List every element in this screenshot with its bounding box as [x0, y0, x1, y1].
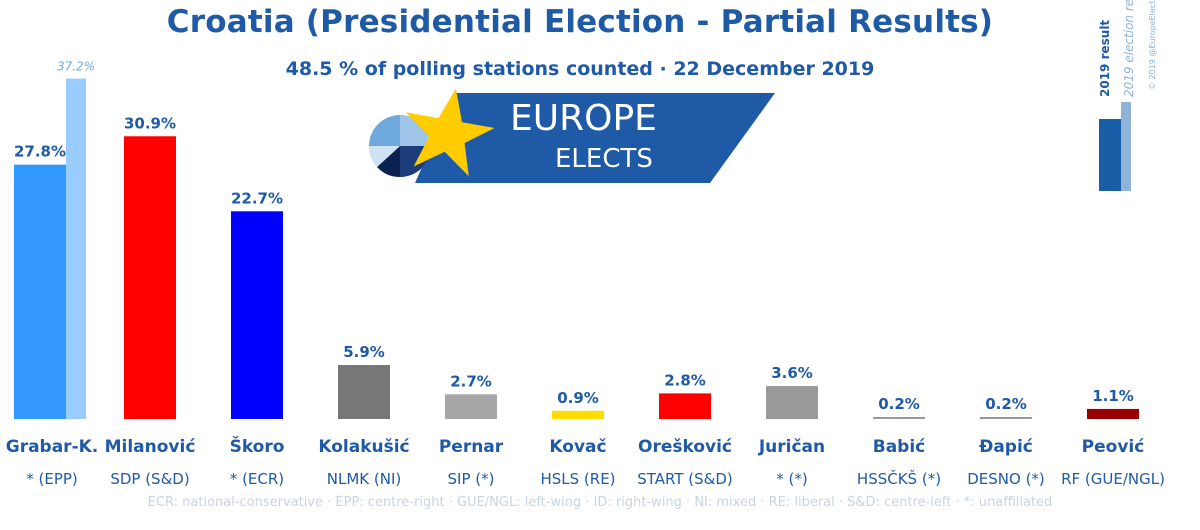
value-label-7: 3.6%	[771, 364, 813, 382]
legend-previous-label: 2019 election result	[1122, 0, 1136, 97]
category-label-3: Kolakušić	[318, 437, 409, 457]
legend-graphic	[1099, 102, 1131, 191]
bar-10	[1087, 408, 1139, 419]
bar-5	[552, 410, 604, 419]
value-label-10: 1.1%	[1092, 387, 1134, 405]
value-label-1: 30.9%	[124, 114, 176, 132]
value-label-9: 0.2%	[985, 395, 1027, 413]
category-label-10: Peović	[1082, 437, 1145, 457]
previous-bar-0	[66, 78, 86, 420]
bar-1	[124, 136, 176, 419]
party-label-2: * (ECR)	[230, 470, 284, 488]
bar-8	[873, 417, 925, 419]
category-label-9: Đapić	[979, 437, 1033, 457]
party-label-6: START (S&D)	[637, 470, 733, 488]
party-label-9: DESNO (*)	[967, 470, 1045, 488]
footnote: ECR: national-conservative · EPP: centre…	[147, 495, 1053, 510]
bar-7	[766, 386, 818, 419]
value-label-6: 2.8%	[664, 371, 706, 389]
category-label-0: Grabar-K.	[6, 437, 99, 457]
category-label-5: Kovač	[549, 437, 606, 457]
bar-9	[980, 417, 1032, 419]
value-label-8: 0.2%	[878, 395, 920, 413]
category-label-6: Orešković	[638, 437, 732, 457]
legend-current-label: 2019 result	[1098, 19, 1112, 97]
chart-subtitle: 48.5 % of polling stations counted · 22 …	[285, 58, 875, 80]
party-label-8: HSSČKŠ (*)	[857, 469, 941, 488]
bar-6	[659, 393, 711, 419]
party-label-4: SIP (*)	[448, 470, 495, 488]
party-label-3: NLMK (NI)	[327, 470, 401, 488]
value-label-4: 2.7%	[450, 372, 492, 390]
category-label-7: Juričan	[758, 437, 825, 457]
europe-elects-logo	[368, 88, 775, 183]
previous-value-label-0: 37.2%	[57, 60, 95, 74]
party-label-1: SDP (S&D)	[110, 470, 189, 488]
party-label-10: RF (GUE/NGL)	[1061, 470, 1165, 488]
value-label-0: 27.8%	[14, 143, 66, 161]
category-label-4: Pernar	[439, 437, 504, 457]
value-label-2: 22.7%	[231, 189, 283, 207]
chart-title: Croatia (Presidential Election - Partial…	[166, 4, 994, 40]
category-label-1: Milanović	[105, 437, 196, 457]
value-label-5: 0.9%	[557, 389, 599, 407]
bar-2	[231, 211, 283, 419]
logo-line2: ELECTS	[555, 144, 653, 174]
logo-line1: EUROPE	[510, 98, 657, 139]
bar-3	[338, 365, 390, 419]
party-label-7: * (*)	[776, 470, 807, 488]
category-label-8: Babić	[873, 437, 926, 457]
legend-copyright: © 2019 @EuropeElects	[1148, 0, 1157, 90]
party-label-5: HSLS (RE)	[540, 470, 615, 488]
bar-0	[14, 164, 66, 419]
category-label-2: Škoro	[230, 435, 285, 457]
bar-4	[445, 394, 497, 419]
party-label-0: * (EPP)	[26, 470, 78, 488]
value-label-3: 5.9%	[343, 343, 385, 361]
